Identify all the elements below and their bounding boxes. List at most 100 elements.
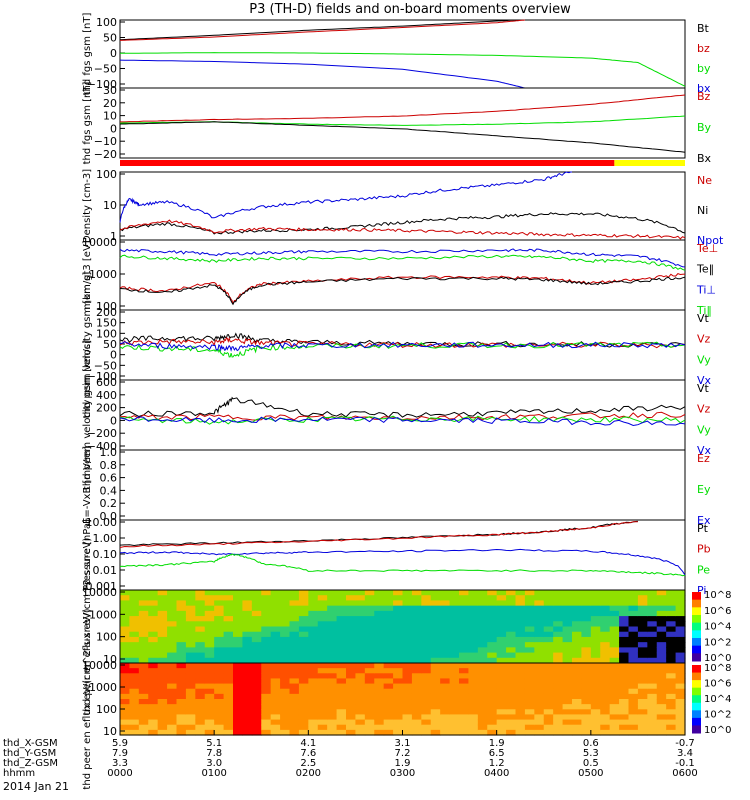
- heatmap-cell: [675, 616, 686, 622]
- heatmap-cell: [562, 663, 573, 669]
- heatmap-cell: [393, 631, 404, 638]
- heatmap-cell: [204, 729, 215, 736]
- xaxis-value: 0.5: [583, 758, 599, 769]
- y-tick-label: 600: [96, 376, 117, 389]
- heatmap-cell: [440, 631, 451, 638]
- heatmap-cell: [120, 590, 131, 596]
- heatmap-cell: [346, 704, 357, 710]
- heatmap-cell: [346, 714, 357, 721]
- heatmap-cell: [242, 729, 253, 736]
- heatmap-cell: [364, 688, 375, 695]
- heatmap-cell: [496, 673, 507, 680]
- heatmap-cell: [411, 605, 422, 612]
- heatmap-cell: [355, 678, 366, 685]
- heatmap-cell: [411, 729, 422, 736]
- heatmap-cell: [317, 626, 328, 633]
- heatmap-cell: [138, 709, 149, 716]
- heatmap-cell: [647, 729, 658, 736]
- heatmap-cell: [157, 678, 168, 685]
- heatmap-cell: [185, 693, 196, 700]
- heatmap-cell: [449, 729, 460, 736]
- heatmap-cell: [355, 709, 366, 716]
- heatmap-cell: [628, 605, 639, 612]
- heatmap-cell: [129, 693, 140, 700]
- heatmap-cell: [148, 590, 159, 596]
- heatmap-cell: [675, 595, 686, 602]
- heatmap-cell: [411, 636, 422, 643]
- heatmap-cell: [411, 610, 422, 617]
- xaxis-value: -0.1: [675, 758, 695, 769]
- heatmap-cell: [440, 590, 451, 596]
- legend-entry: bx: [697, 82, 711, 95]
- heatmap-cell: [167, 673, 178, 680]
- heatmap-cell: [120, 626, 131, 633]
- heatmap-cell: [298, 704, 309, 710]
- heatmap-cell: [289, 647, 300, 654]
- heatmap-cell: [355, 626, 366, 633]
- heatmap-cell: [647, 595, 658, 602]
- heatmap-cell: [185, 704, 196, 710]
- y-tick-label: 1000: [89, 268, 117, 281]
- heatmap-cell: [619, 704, 630, 710]
- heatmap-cell: [317, 636, 328, 643]
- heatmap-cell: [364, 724, 375, 731]
- heatmap-cell: [214, 610, 225, 617]
- heatmap-cell: [590, 616, 601, 622]
- legend-entry: Pe: [697, 563, 710, 576]
- heatmap-cell: [440, 673, 451, 680]
- heatmap-cell: [534, 631, 545, 638]
- heatmap-cell: [411, 616, 422, 622]
- heatmap-cell: [675, 699, 686, 705]
- heatmap-cell: [666, 647, 677, 654]
- heatmap-cell: [336, 704, 347, 710]
- heatmap-cell: [647, 590, 658, 596]
- heatmap-cell: [449, 642, 460, 648]
- heatmap-cell: [364, 683, 375, 690]
- heatmap-cell: [459, 663, 470, 669]
- heatmap-cell: [440, 610, 451, 617]
- heatmap-cell: [477, 652, 488, 659]
- heatmap-cell: [270, 688, 281, 695]
- heatmap-cell: [327, 688, 338, 695]
- heatmap-cell: [346, 673, 357, 680]
- xaxis-value: 0000: [107, 768, 132, 779]
- heatmap-cell: [411, 600, 422, 607]
- heatmap-cell: [308, 729, 319, 736]
- heatmap-cell: [355, 652, 366, 659]
- heatmap-cell: [628, 688, 639, 695]
- heatmap-cell: [675, 668, 686, 674]
- heatmap-cell: [515, 714, 526, 721]
- xaxis-value: 5.9: [112, 738, 128, 749]
- heatmap-cell: [459, 657, 470, 664]
- heatmap-cell: [534, 657, 545, 664]
- heatmap-cell: [628, 663, 639, 669]
- colorbar-tick-label: 10^8: [704, 663, 731, 674]
- heatmap-cell: [440, 621, 451, 628]
- heatmap-cell: [327, 729, 338, 736]
- heatmap-cell: [223, 673, 234, 680]
- heatmap-cell: [233, 719, 244, 726]
- heatmap-cell: [468, 636, 479, 643]
- heatmap-cell: [327, 714, 338, 721]
- heatmap-cell: [487, 626, 498, 633]
- legend-entry: bz: [697, 42, 710, 55]
- heatmap-cell: [600, 616, 611, 622]
- heatmap-cell: [666, 616, 677, 622]
- heatmap-cell: [355, 616, 366, 622]
- legend-entry: Ne: [697, 174, 712, 187]
- heatmap-cell: [280, 688, 291, 695]
- series-line-black: [119, 276, 686, 306]
- heatmap-cell: [524, 605, 535, 612]
- heatmap-cell: [204, 652, 215, 659]
- heatmap-cell: [176, 657, 187, 664]
- heatmap-cell: [270, 590, 281, 596]
- heatmap-cell: [590, 709, 601, 716]
- heatmap-cell: [487, 724, 498, 731]
- heatmap-cell: [317, 673, 328, 680]
- heatmap-cell: [572, 729, 583, 736]
- heatmap-cell: [346, 693, 357, 700]
- heatmap-cell: [270, 657, 281, 664]
- heatmap-cell: [430, 693, 441, 700]
- heatmap-cell: [581, 605, 592, 612]
- heatmap-cell: [637, 729, 648, 736]
